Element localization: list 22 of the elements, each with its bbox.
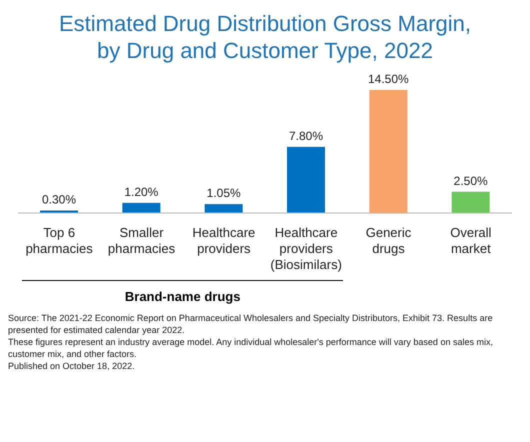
- text: Published on October 18, 2022.: [8, 360, 136, 372]
- bar: [369, 90, 408, 213]
- data-label: 1.05%: [206, 186, 242, 200]
- data-label: 14.50%: [368, 72, 410, 86]
- x-tick-label: Healthcare providers (Biosimilars): [270, 225, 342, 272]
- data-label: 1.20%: [124, 184, 159, 199]
- bar: [204, 204, 243, 213]
- text: Brand-name drugs: [124, 289, 242, 304]
- x-tick-label: Healthcare providers: [192, 225, 256, 256]
- data-label: 7.80%: [288, 128, 324, 143]
- x-tick-label: Smaller pharmacies: [108, 225, 176, 256]
- chart-title: Estimated Drug Distribution Gross Margin, by Drug and Customer Type, 2022: [58, 10, 472, 65]
- bar: [287, 146, 325, 213]
- x-tick-label: Top 6 pharmacies: [26, 225, 94, 256]
- x-tick-label: Overall market: [450, 225, 492, 256]
- x-tick-label: Generic drugs: [366, 225, 412, 256]
- text: These figures represent an industry average model. Any individual wholesaler's performance will vary based on sales mix, customer mix, and other factors.: [8, 336, 494, 360]
- bar: [452, 192, 490, 213]
- source-note: Source: The 2021-22 Economic Report on Pharmaceutical Wholesalers and Specialty Distributors, Exhibit 73. Results are presented for estimated calendar year 2022.: [8, 312, 494, 336]
- data-label: 0.30%: [42, 192, 76, 206]
- bar: [122, 202, 160, 213]
- data-label: 2.50%: [454, 174, 488, 188]
